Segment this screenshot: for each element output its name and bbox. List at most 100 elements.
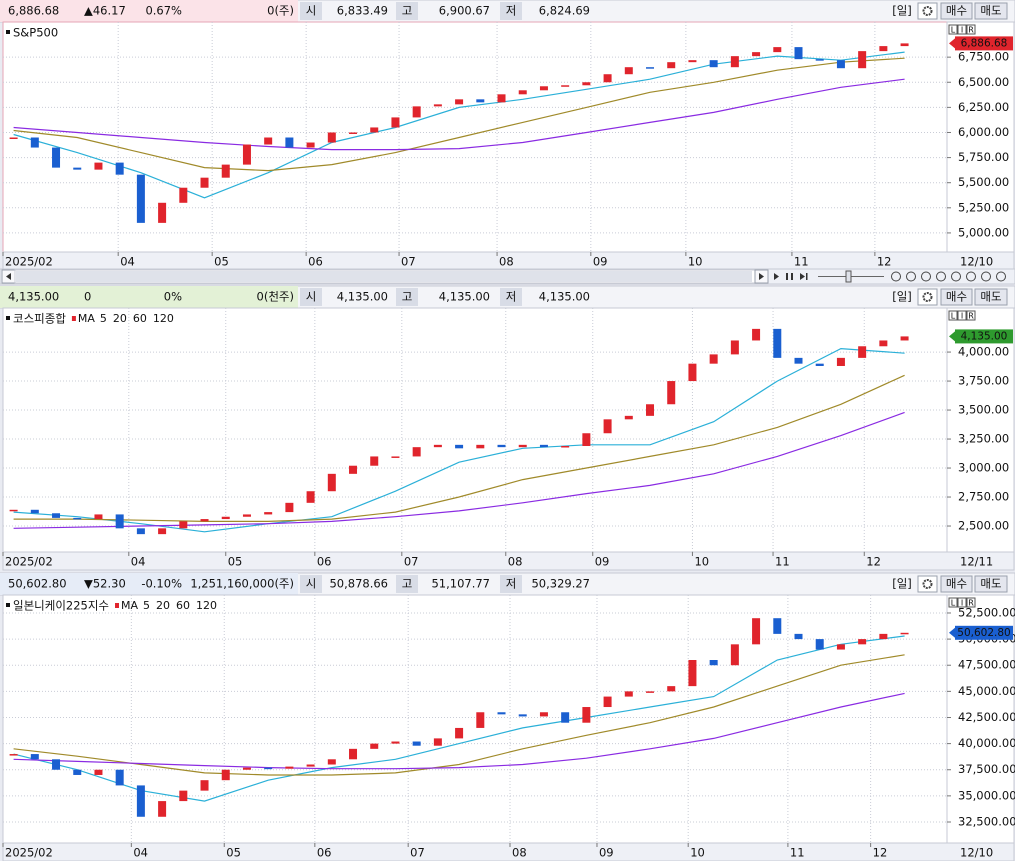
scale-button[interactable] [948, 24, 958, 35]
x-tick-label: 05 [226, 846, 241, 860]
scale-button[interactable] [957, 310, 967, 321]
scale-button[interactable] [966, 24, 976, 35]
current-value-box [955, 36, 1013, 51]
settings-button[interactable] [917, 575, 938, 593]
legend-entry: 60 [133, 312, 147, 325]
scale-button-label: I [961, 599, 963, 608]
x-tick-label: 04 [120, 255, 135, 269]
y-tick-label: 5,250.00 [958, 200, 1009, 214]
y-tick-label: 32,500.00 [958, 814, 1015, 828]
candle [836, 644, 845, 650]
x-tick-label: 11 [775, 555, 790, 569]
tool-icon[interactable] [891, 271, 901, 282]
end-date: 12/10 [960, 846, 993, 860]
tool-icon[interactable] [996, 271, 1006, 282]
moving-average-line [13, 635, 905, 802]
scale-button-label: R [968, 312, 974, 321]
change-pct: 0% [164, 290, 182, 304]
chart-title: 코스피종합 [13, 312, 66, 326]
candle [30, 137, 39, 148]
scale-button[interactable] [957, 597, 967, 608]
scale-button-label: L [951, 312, 956, 321]
settings-icon [922, 292, 933, 302]
y-tick-label: 6,250.00 [958, 100, 1009, 114]
candle [327, 759, 336, 765]
current-value-arrow [949, 38, 955, 49]
tool-icon[interactable] [966, 271, 976, 282]
buy-button[interactable] [940, 2, 973, 20]
open-value: 4,135.00 [337, 290, 388, 304]
scale-button[interactable] [966, 597, 976, 608]
candle [688, 60, 697, 63]
tool-icon[interactable] [936, 271, 946, 282]
scroll-right-arrow [759, 273, 764, 280]
moving-average-line [13, 51, 905, 199]
scale-button[interactable] [966, 310, 976, 321]
candle [561, 446, 570, 448]
y-tick-label: 35,000.00 [958, 788, 1015, 802]
candle [73, 517, 82, 520]
candle [94, 162, 103, 170]
x-tick-label: 09 [595, 555, 610, 569]
zoom-thumb[interactable] [845, 270, 852, 283]
x-tick-label: 04 [133, 846, 148, 860]
candle [518, 90, 527, 95]
x-tick-label: 09 [593, 255, 608, 269]
candle [794, 47, 803, 60]
legend-marker [71, 316, 76, 321]
tool-icon[interactable] [921, 271, 931, 282]
title-marker [6, 316, 10, 320]
buy-button[interactable] [940, 575, 973, 593]
open-label-box [300, 575, 322, 593]
open-label: 시 [306, 290, 317, 304]
candle [794, 633, 803, 640]
candle [327, 473, 336, 492]
high-value: 6,900.67 [439, 4, 490, 18]
playback-icons[interactable] [774, 273, 808, 280]
sell-button[interactable] [974, 288, 1008, 306]
sell-button[interactable] [974, 575, 1008, 593]
scale-button[interactable] [948, 310, 958, 321]
tool-icon[interactable] [906, 271, 916, 282]
candle [73, 769, 82, 775]
y-tick-label: 2,500.00 [958, 519, 1009, 533]
title-marker [6, 603, 10, 607]
candle [73, 167, 82, 170]
candle [709, 60, 718, 68]
period[interactable]: [일] [892, 577, 912, 591]
low-label-box [500, 288, 522, 306]
candle [667, 686, 676, 692]
high-label: 고 [402, 577, 413, 591]
end-date: 12/11 [960, 555, 993, 569]
high-label-box [396, 288, 418, 306]
low-label: 저 [506, 4, 517, 18]
scale-button[interactable] [957, 24, 967, 35]
scale-button[interactable] [948, 597, 958, 608]
period[interactable]: [일] [892, 290, 912, 304]
settings-button[interactable] [917, 2, 938, 20]
sell: 매도 [980, 4, 1001, 18]
candle [900, 632, 909, 635]
quote-area [0, 0, 298, 22]
candle [349, 465, 358, 474]
tool-icon[interactable] [981, 271, 991, 282]
candle [115, 514, 124, 529]
candle [497, 712, 506, 715]
tool-icon[interactable] [951, 271, 961, 282]
candle [879, 633, 888, 640]
x-tick-label: 08 [512, 846, 527, 860]
candle [158, 528, 167, 535]
candle [561, 712, 570, 723]
scroll-thumb[interactable] [16, 271, 752, 282]
candle [561, 85, 570, 87]
x-tick-label: 06 [317, 846, 332, 860]
candle [709, 660, 718, 666]
buy-button[interactable] [940, 288, 973, 306]
settings-button[interactable] [917, 288, 938, 306]
candle [9, 754, 18, 756]
candle [730, 340, 739, 355]
legend-entry: 120 [196, 599, 217, 612]
period[interactable]: [일] [892, 4, 912, 18]
sell-button[interactable] [974, 2, 1008, 20]
y-tick-label: 5,500.00 [958, 175, 1009, 189]
